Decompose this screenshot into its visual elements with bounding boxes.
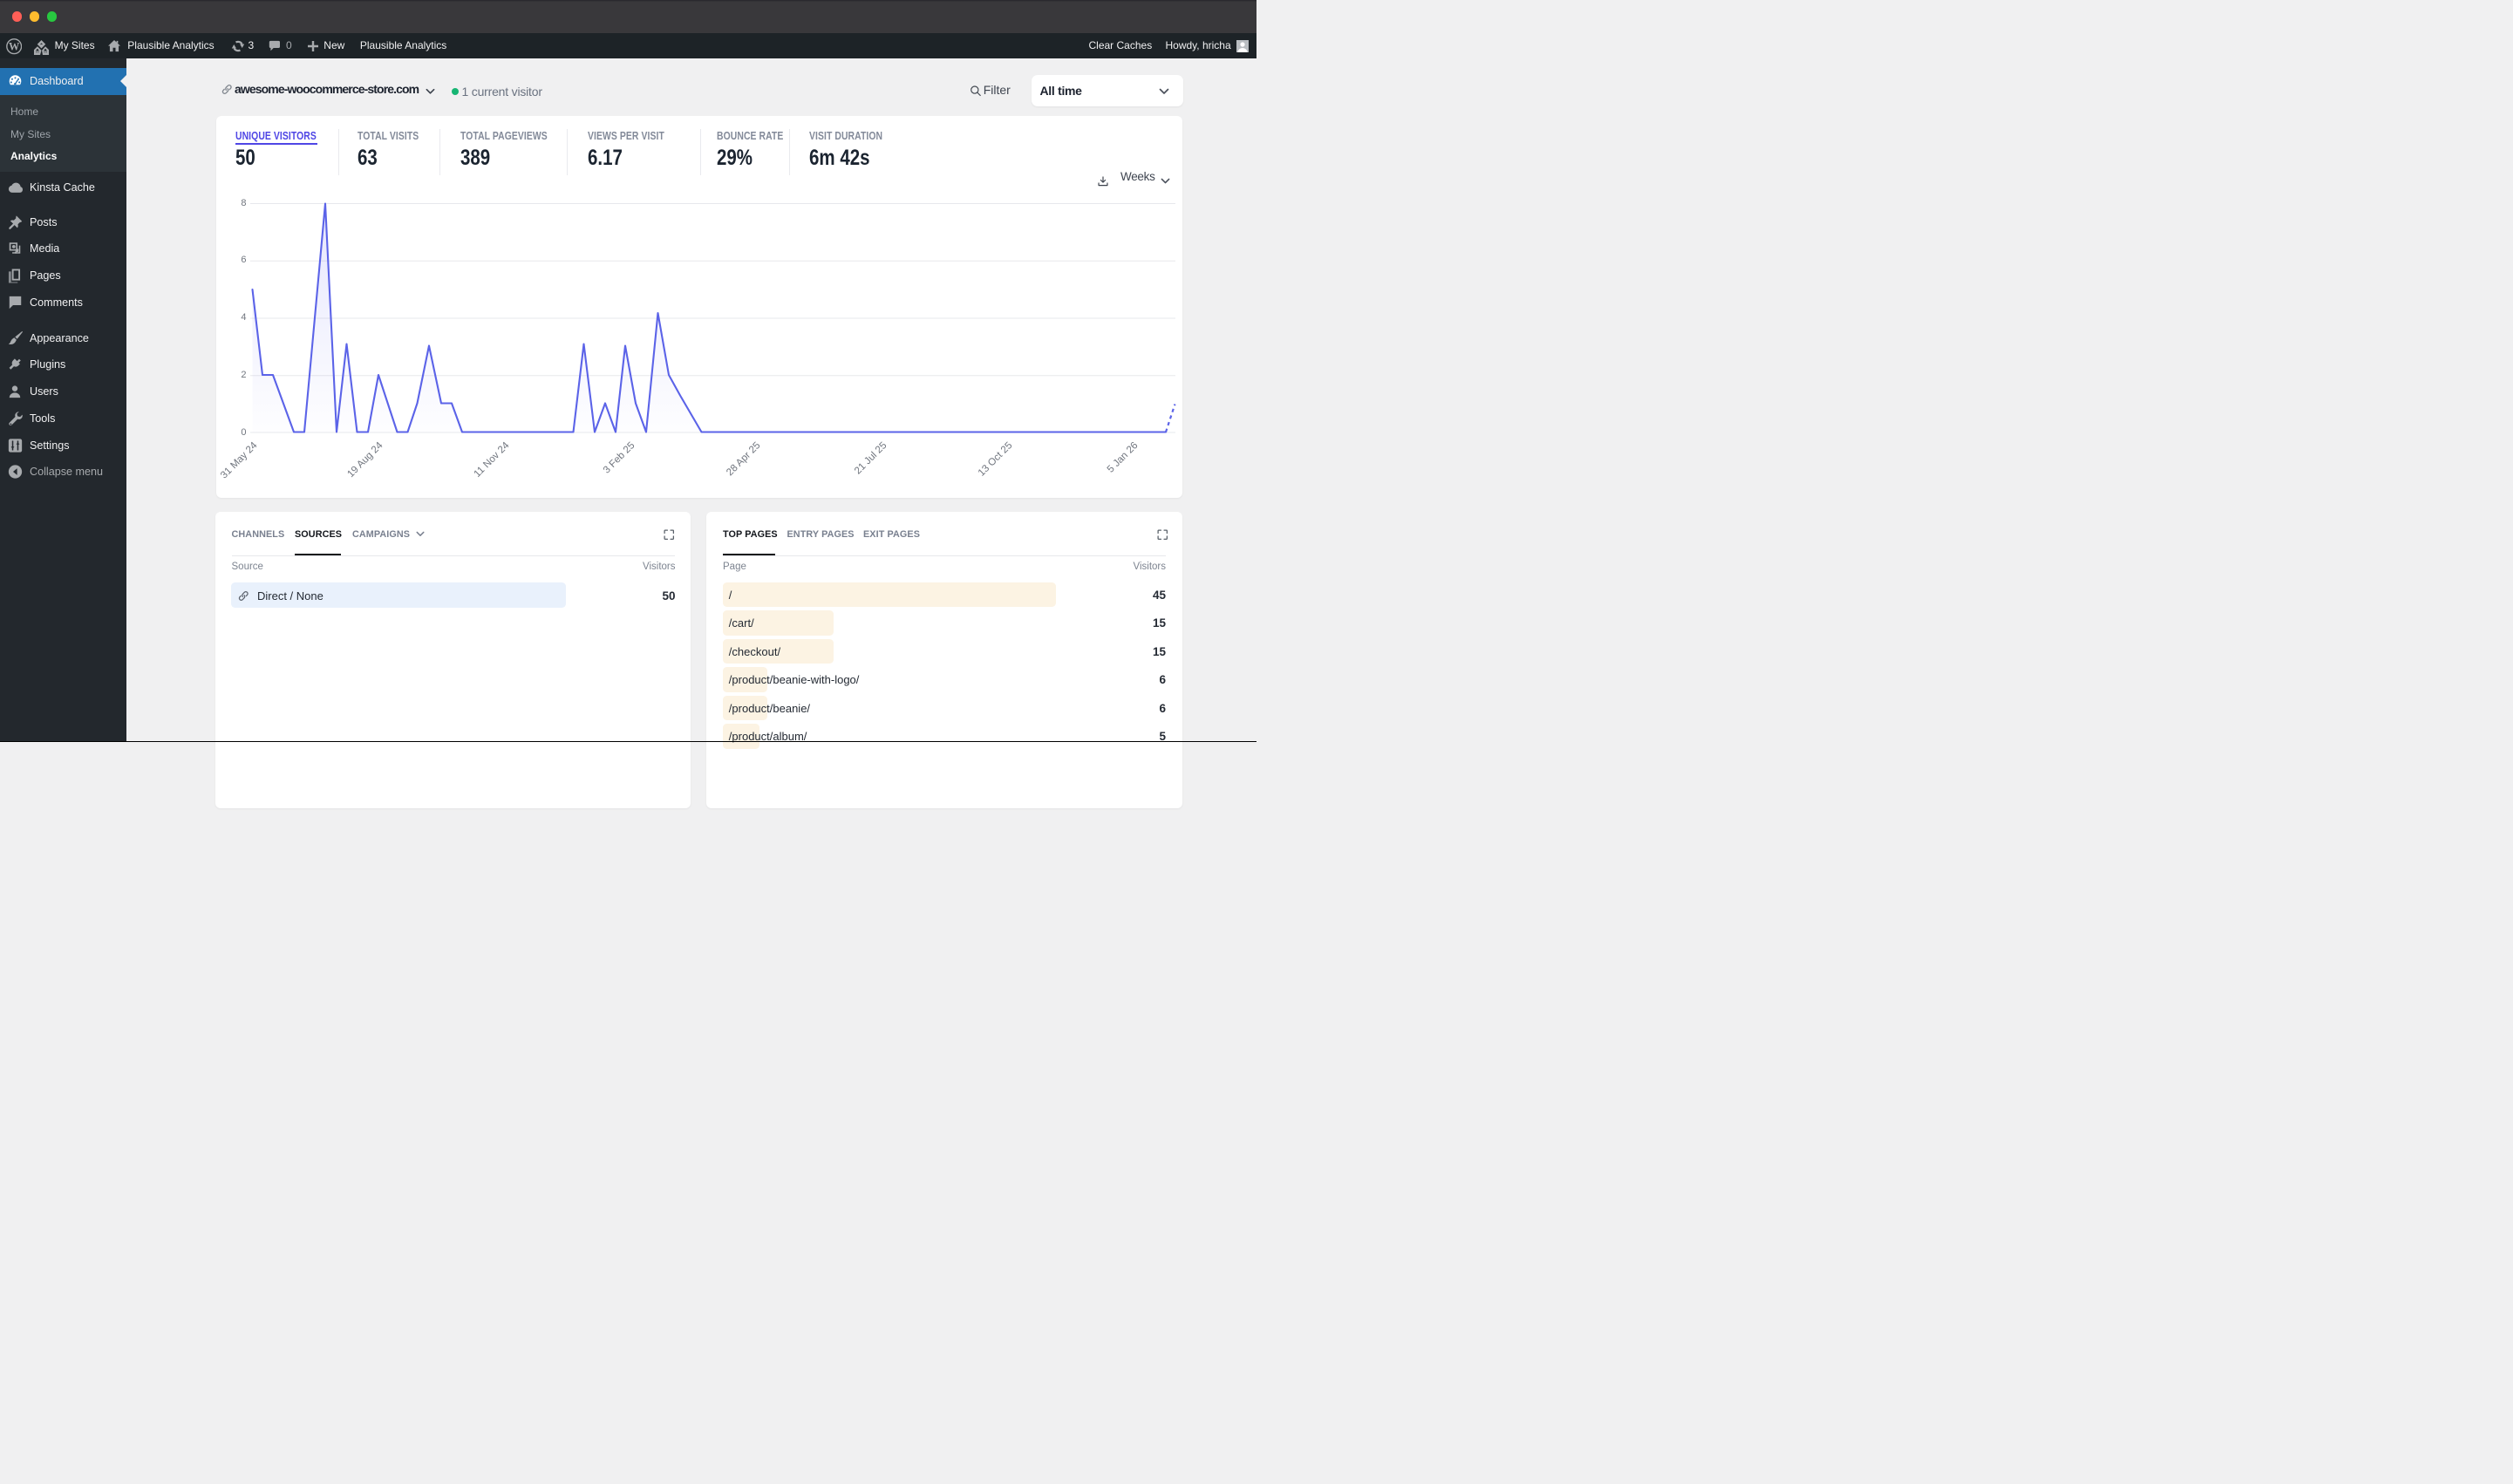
svg-text:W: W [9, 41, 20, 53]
